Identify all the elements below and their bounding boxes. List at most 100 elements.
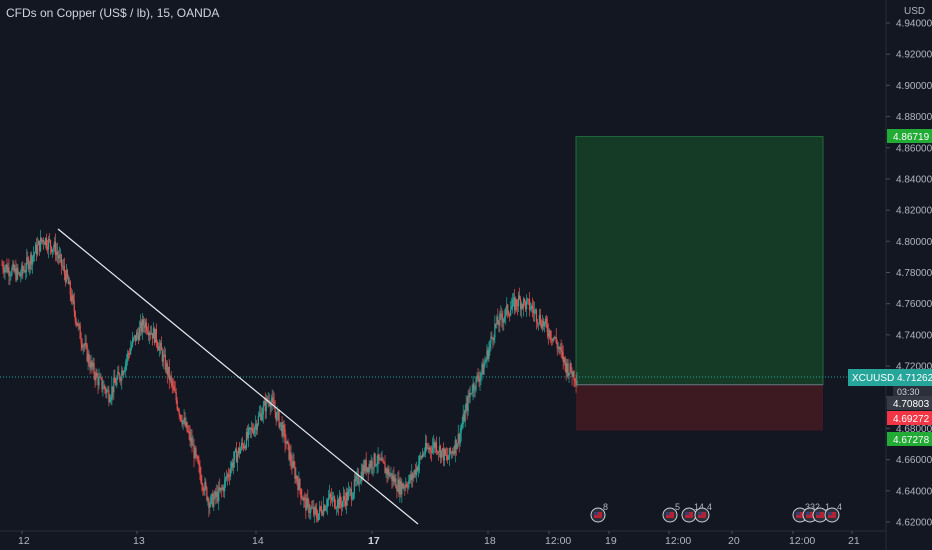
- candle-body[interactable]: [510, 309, 512, 316]
- candle-body[interactable]: [234, 449, 237, 452]
- candle-body[interactable]: [433, 442, 436, 449]
- candle-body[interactable]: [130, 348, 132, 355]
- candle-body[interactable]: [153, 328, 156, 343]
- candle-body[interactable]: [43, 242, 46, 245]
- candle-body[interactable]: [134, 335, 136, 338]
- candle-body[interactable]: [511, 306, 513, 310]
- candle-body[interactable]: [503, 318, 505, 323]
- candle-body[interactable]: [487, 350, 489, 359]
- candle-body[interactable]: [384, 463, 386, 474]
- candle-body[interactable]: [526, 298, 529, 301]
- candle-body[interactable]: [8, 267, 10, 276]
- candle-body[interactable]: [348, 489, 350, 491]
- candle-body[interactable]: [502, 318, 504, 323]
- candle-body[interactable]: [451, 451, 453, 454]
- candle-body[interactable]: [533, 310, 536, 314]
- candle-body[interactable]: [110, 397, 112, 401]
- candle-body[interactable]: [443, 449, 445, 461]
- candle-body[interactable]: [485, 359, 487, 363]
- candle-body[interactable]: [23, 270, 25, 272]
- candle-body[interactable]: [425, 442, 428, 449]
- candle-body[interactable]: [1, 264, 3, 266]
- candle-body[interactable]: [310, 507, 312, 513]
- candle-body[interactable]: [512, 299, 514, 307]
- candle-body[interactable]: [413, 474, 415, 479]
- candle-body[interactable]: [166, 363, 168, 375]
- price-axis[interactable]: USD 4.940004.920004.900004.880004.860004…: [886, 6, 932, 529]
- candle-body[interactable]: [22, 265, 24, 272]
- candle-body[interactable]: [187, 431, 189, 433]
- candle-body[interactable]: [216, 491, 218, 497]
- candle-body[interactable]: [80, 338, 82, 344]
- candle-body[interactable]: [340, 503, 343, 508]
- candle-body[interactable]: [407, 486, 409, 488]
- candle-body[interactable]: [102, 388, 104, 390]
- candle-body[interactable]: [50, 246, 53, 252]
- candle-body[interactable]: [173, 386, 175, 391]
- candle-body[interactable]: [285, 443, 287, 445]
- candle-body[interactable]: [376, 464, 378, 466]
- candle-body[interactable]: [245, 432, 248, 449]
- candle-body[interactable]: [3, 269, 5, 273]
- candle-body[interactable]: [365, 460, 367, 472]
- candle-body[interactable]: [21, 265, 23, 276]
- candle-body[interactable]: [463, 413, 465, 422]
- candle-body[interactable]: [471, 392, 473, 394]
- candle-body[interactable]: [455, 439, 457, 449]
- trendline[interactable]: [57, 228, 419, 525]
- candle-body[interactable]: [409, 475, 411, 481]
- candle-body[interactable]: [366, 467, 368, 472]
- candle-body[interactable]: [299, 479, 301, 489]
- candle-body[interactable]: [482, 363, 484, 375]
- candle-body[interactable]: [516, 299, 518, 306]
- candle-body[interactable]: [235, 449, 238, 463]
- candle-body[interactable]: [2, 264, 4, 270]
- candle-body[interactable]: [194, 448, 196, 459]
- candle-body[interactable]: [520, 304, 523, 310]
- candle-body[interactable]: [320, 506, 322, 509]
- candle-body[interactable]: [90, 361, 92, 369]
- candle-body[interactable]: [398, 479, 400, 494]
- candle-body[interactable]: [504, 316, 506, 319]
- candle-body[interactable]: [461, 424, 463, 429]
- candle-body[interactable]: [210, 496, 212, 506]
- candle-body[interactable]: [202, 485, 204, 491]
- candle-body[interactable]: [552, 337, 554, 341]
- candle-body[interactable]: [133, 337, 135, 339]
- candle-body[interactable]: [497, 316, 499, 325]
- candle-body[interactable]: [432, 442, 435, 447]
- candle-body[interactable]: [64, 273, 66, 283]
- candle-body[interactable]: [6, 264, 8, 272]
- economic-events[interactable]: 8 5 14 4 33 2 1 4: [590, 502, 842, 523]
- candle-body[interactable]: [174, 390, 176, 393]
- candle-body[interactable]: [37, 245, 39, 255]
- candle-body[interactable]: [26, 257, 28, 270]
- candle-body[interactable]: [297, 481, 299, 490]
- candle-body[interactable]: [124, 369, 126, 372]
- candle-body[interactable]: [183, 417, 185, 421]
- candle-body[interactable]: [488, 348, 490, 359]
- candle-body[interactable]: [576, 380, 578, 384]
- candle-body[interactable]: [477, 375, 479, 380]
- candle-body[interactable]: [213, 497, 215, 507]
- candle-body[interactable]: [121, 370, 123, 381]
- candle-body[interactable]: [426, 447, 429, 449]
- candle-body[interactable]: [147, 332, 150, 336]
- candle-body[interactable]: [452, 450, 454, 454]
- candle-body[interactable]: [53, 241, 56, 249]
- candle-body[interactable]: [361, 471, 363, 479]
- candle-body[interactable]: [101, 377, 103, 390]
- candle-body[interactable]: [81, 343, 83, 348]
- candle-body[interactable]: [540, 324, 542, 329]
- candle-body[interactable]: [558, 347, 560, 350]
- candle-body[interactable]: [564, 357, 566, 364]
- candle-body[interactable]: [222, 487, 224, 490]
- candle-body[interactable]: [327, 499, 329, 507]
- candle-body[interactable]: [573, 371, 575, 381]
- candle-body[interactable]: [119, 374, 121, 380]
- candle-body[interactable]: [192, 444, 194, 446]
- candle-body[interactable]: [109, 400, 111, 402]
- candle-body[interactable]: [78, 323, 80, 326]
- candle-body[interactable]: [528, 299, 531, 310]
- candle-body[interactable]: [321, 508, 323, 514]
